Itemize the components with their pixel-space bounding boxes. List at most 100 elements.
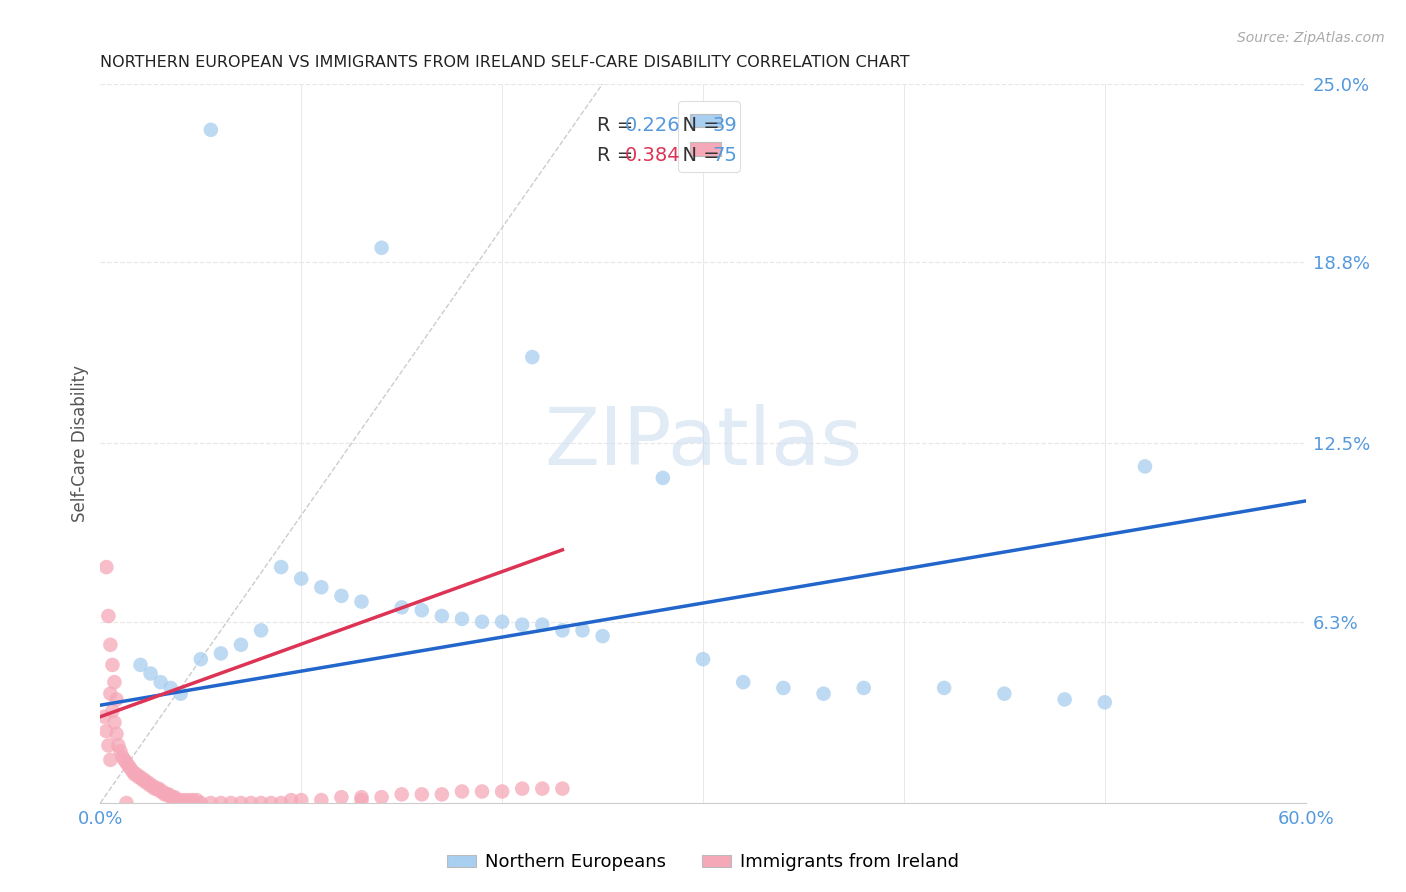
Point <box>451 612 474 626</box>
Point <box>170 687 193 701</box>
Point <box>522 350 544 364</box>
Text: R =: R = <box>598 116 640 135</box>
Point <box>813 687 835 701</box>
Point <box>571 624 593 638</box>
Point <box>200 796 222 810</box>
Point <box>430 609 453 624</box>
Point <box>993 687 1015 701</box>
Point <box>370 790 392 805</box>
Point <box>491 615 513 629</box>
Point <box>451 784 474 798</box>
Point <box>551 781 574 796</box>
Point <box>157 788 180 802</box>
Point <box>163 790 186 805</box>
Text: 0.226: 0.226 <box>624 116 681 135</box>
Text: NORTHERN EUROPEAN VS IMMIGRANTS FROM IRELAND SELF-CARE DISABILITY CORRELATION CH: NORTHERN EUROPEAN VS IMMIGRANTS FROM IRE… <box>100 55 910 70</box>
Point <box>96 560 118 574</box>
Text: 0.384: 0.384 <box>624 146 681 165</box>
Point <box>270 560 292 574</box>
Point <box>166 793 188 807</box>
Point <box>100 753 122 767</box>
Point <box>270 796 292 810</box>
Point <box>219 796 242 810</box>
Point <box>148 781 170 796</box>
Point <box>149 675 172 690</box>
Point <box>145 781 167 796</box>
Point <box>152 784 174 798</box>
Point <box>1053 692 1076 706</box>
Point <box>114 753 136 767</box>
Point <box>651 471 673 485</box>
Point <box>190 796 212 810</box>
Point <box>411 788 433 802</box>
Point <box>350 594 373 608</box>
Point <box>142 779 165 793</box>
Text: N =: N = <box>671 146 727 165</box>
Point <box>190 652 212 666</box>
Text: R =: R = <box>598 146 640 165</box>
Point <box>370 241 392 255</box>
Point <box>97 739 120 753</box>
Point <box>159 790 181 805</box>
Point <box>200 123 222 137</box>
Point <box>531 617 554 632</box>
Point <box>139 666 162 681</box>
Point <box>471 784 494 798</box>
Text: Source: ZipAtlas.com: Source: ZipAtlas.com <box>1237 31 1385 45</box>
Point <box>280 793 302 807</box>
Text: ZIPatlas: ZIPatlas <box>544 404 862 483</box>
Point <box>143 781 166 796</box>
Point <box>229 638 252 652</box>
Point <box>125 767 148 781</box>
Point <box>311 793 333 807</box>
Point <box>111 750 134 764</box>
Point <box>772 681 794 695</box>
Point <box>131 772 153 787</box>
Point <box>135 776 157 790</box>
Point <box>391 788 413 802</box>
Point <box>159 681 181 695</box>
Point <box>250 796 273 810</box>
Point <box>134 772 156 787</box>
Point <box>129 770 152 784</box>
Point <box>156 788 179 802</box>
Point <box>177 793 200 807</box>
Point <box>471 615 494 629</box>
Point <box>592 629 614 643</box>
Point <box>115 756 138 770</box>
Point <box>1133 459 1156 474</box>
Point <box>330 589 353 603</box>
Point <box>350 793 373 807</box>
Point <box>932 681 955 695</box>
Point <box>311 580 333 594</box>
Point <box>186 793 208 807</box>
Point <box>491 784 513 798</box>
Point <box>209 647 232 661</box>
Point <box>350 790 373 805</box>
Legend: Northern Europeans, Immigrants from Ireland: Northern Europeans, Immigrants from Irel… <box>440 847 966 879</box>
Point <box>510 617 533 632</box>
Point <box>733 675 755 690</box>
Point <box>121 764 143 779</box>
Point <box>107 739 129 753</box>
Point <box>170 793 193 807</box>
Point <box>430 788 453 802</box>
Point <box>240 796 263 810</box>
Text: 39: 39 <box>713 116 737 135</box>
Point <box>101 657 124 672</box>
Y-axis label: Self-Care Disability: Self-Care Disability <box>72 365 89 522</box>
Point <box>138 776 160 790</box>
Point <box>391 600 413 615</box>
Point <box>531 781 554 796</box>
Point <box>128 770 150 784</box>
Point <box>124 767 146 781</box>
Point <box>139 779 162 793</box>
Point <box>181 793 204 807</box>
Point <box>1094 695 1116 709</box>
Point <box>551 624 574 638</box>
Point <box>110 744 132 758</box>
Point <box>115 796 138 810</box>
Point <box>260 796 283 810</box>
Point <box>692 652 714 666</box>
Legend: , : , <box>678 101 740 172</box>
